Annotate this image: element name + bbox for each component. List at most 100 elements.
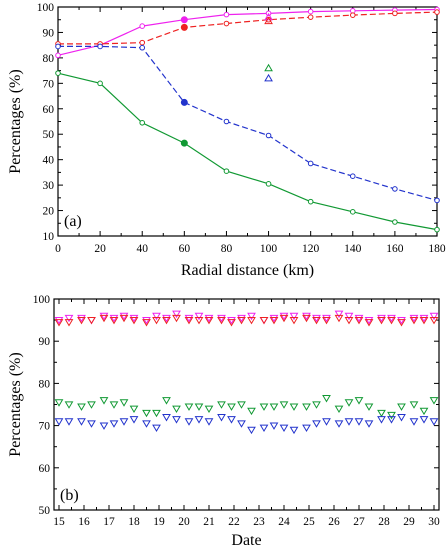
x-tick-label: 140 <box>344 243 362 255</box>
series-point-2 <box>55 43 61 50</box>
scatter-point-1 <box>194 316 204 325</box>
filled-point-2 <box>180 98 188 106</box>
scatter-point-1 <box>377 316 386 325</box>
scatter-point-2 <box>204 405 214 414</box>
series-point-1 <box>392 10 398 17</box>
x-tick-label: 160 <box>386 243 404 255</box>
scatter-point-3 <box>322 418 331 426</box>
scatter-point-1 <box>54 319 64 327</box>
scatter-point-0 <box>247 312 256 321</box>
x-tick-label: 28 <box>378 516 390 528</box>
scatter-point-2 <box>54 399 64 407</box>
scatter-point-1 <box>419 316 429 325</box>
scatter-point-1 <box>204 316 214 325</box>
y-tick-label: 100 <box>33 294 51 306</box>
series-point-3 <box>349 209 356 215</box>
scatter-point-2 <box>184 403 194 411</box>
panel-label-a: (a) <box>64 213 82 230</box>
y-tick-label: 50 <box>39 505 51 517</box>
scatter-point-1 <box>172 314 181 323</box>
series-point-3 <box>223 168 230 174</box>
x-tick-label: 22 <box>228 516 240 528</box>
x-tick-label: 15 <box>53 516 65 528</box>
scatter-point-2 <box>334 405 344 414</box>
scatter-point-1 <box>302 314 311 323</box>
scatter-point-0 <box>77 314 86 323</box>
x-tick-label: 25 <box>303 516 315 528</box>
scatter-point-3 <box>334 420 344 428</box>
y-axis-title: Percentages (%) <box>7 69 24 173</box>
scatter-point-2 <box>77 403 86 411</box>
scatter-point-1 <box>119 314 129 323</box>
scatter-point-0 <box>409 314 419 323</box>
series-point-0 <box>223 11 230 18</box>
y-tick-label: 50 <box>43 129 55 141</box>
scatter-point-3 <box>302 424 311 433</box>
x-tick-label: 21 <box>203 516 215 528</box>
x-tick-label: 60 <box>179 243 191 255</box>
scatter-point-1 <box>64 319 74 327</box>
scatter-point-3 <box>152 424 161 433</box>
scatter-point-3 <box>364 420 374 428</box>
scatter-point-2 <box>194 403 204 411</box>
scatter-point-3 <box>87 420 96 428</box>
series-line-3 <box>57 72 438 231</box>
x-tick-label: 40 <box>136 243 148 255</box>
scatter-point-3 <box>54 418 64 426</box>
series-point-3 <box>55 70 61 76</box>
plot-frame <box>57 6 438 237</box>
series-point-2 <box>349 173 356 180</box>
scatter-point-1 <box>344 316 354 325</box>
scatter-point-2 <box>152 409 161 418</box>
y-tick-label: 10 <box>43 231 55 243</box>
series-point-0 <box>55 52 61 59</box>
scatter-point-3 <box>289 426 299 435</box>
scatter-point-0 <box>109 314 119 323</box>
scatter-point-0 <box>279 312 289 321</box>
scatter-point-3 <box>109 420 119 428</box>
scatter-point-1 <box>289 316 299 325</box>
scatter-point-2 <box>129 405 139 414</box>
scatter-point-1 <box>77 316 86 325</box>
scatter-point-2 <box>344 399 354 407</box>
scatter-point-0 <box>334 310 344 319</box>
scatter-point-1 <box>397 319 406 327</box>
scatter-point-3 <box>172 416 181 424</box>
scatter-point-2 <box>109 401 119 409</box>
scatter-point-2 <box>64 401 74 409</box>
y-tick-label: 90 <box>43 27 55 39</box>
x-tick-label: 20 <box>178 516 190 528</box>
scatter-point-3 <box>354 418 364 426</box>
scatter-point-2 <box>409 401 419 409</box>
x-tick-label: 20 <box>94 243 106 255</box>
x-tick-label: 26 <box>328 516 340 528</box>
scatter-point-0 <box>397 316 406 325</box>
scatter-point-2 <box>387 411 396 420</box>
series-point-1 <box>139 39 146 46</box>
scatter-point-1 <box>129 316 139 325</box>
scatter-point-0 <box>344 312 354 321</box>
series-point-2 <box>265 132 272 139</box>
scatter-point-3 <box>64 418 74 426</box>
scatter-point-2 <box>217 401 226 409</box>
scatter-point-0 <box>312 314 321 323</box>
scatter-point-0 <box>99 312 109 321</box>
y-tick-label: 30 <box>43 180 55 192</box>
scatter-point-0 <box>227 316 236 325</box>
scatter-point-3 <box>217 414 226 422</box>
scatter-point-3 <box>429 418 439 426</box>
scatter-point-2 <box>397 403 406 411</box>
scatter-point-3 <box>344 418 354 426</box>
scatter-point-1 <box>259 316 269 325</box>
scatter-point-1 <box>184 316 194 325</box>
scatter-point-0 <box>64 314 74 323</box>
scatter-point-2 <box>302 403 311 411</box>
series-point-3 <box>139 119 146 126</box>
scatter-point-2 <box>142 409 151 418</box>
scatter-point-1 <box>247 316 256 325</box>
y-tick-label: 40 <box>43 155 55 167</box>
scatter-point-3 <box>162 414 171 422</box>
scatter-point-1 <box>322 316 331 325</box>
scatter-point-3 <box>119 418 129 426</box>
series-point-2 <box>223 118 230 125</box>
